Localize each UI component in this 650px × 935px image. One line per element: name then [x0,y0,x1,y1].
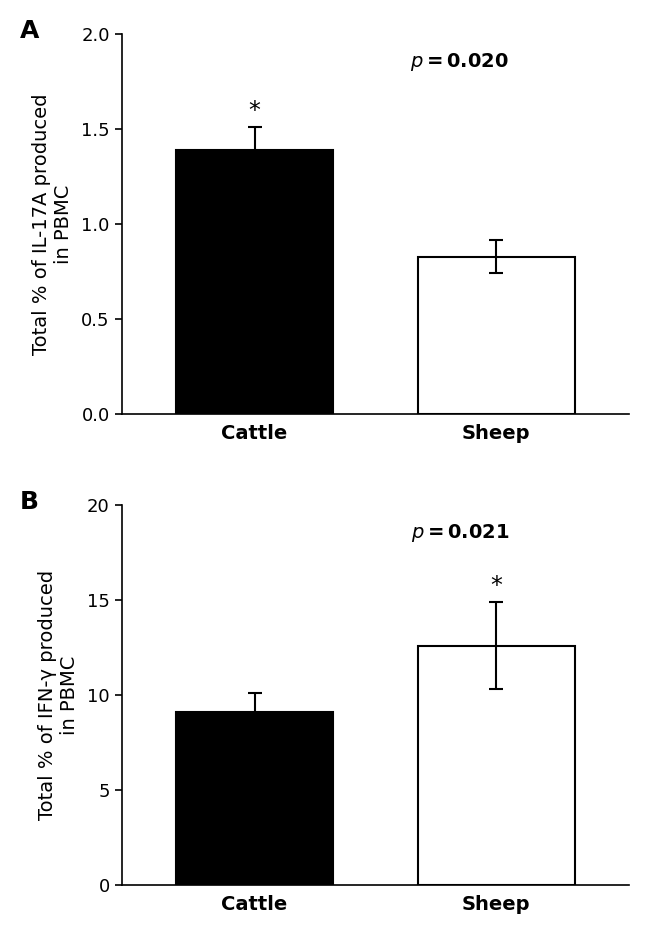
Bar [176,150,333,414]
Bar [176,712,333,885]
Text: $\mathit{p}$$\mathbf{=0.021}$: $\mathit{p}$$\mathbf{=0.021}$ [411,523,510,544]
Text: B: B [20,490,39,513]
Text: *: * [490,574,502,598]
Bar [418,256,575,414]
Text: *: * [248,99,261,123]
Text: $\mathit{p}$$\mathbf{=0.020}$: $\mathit{p}$$\mathbf{=0.020}$ [411,51,510,74]
Bar [418,646,575,885]
Text: A: A [20,19,40,43]
Y-axis label: Total % of IL-17A produced
in PBMC: Total % of IL-17A produced in PBMC [32,94,73,355]
Y-axis label: Total % of IFN-γ produced
in PBMC: Total % of IFN-γ produced in PBMC [38,570,79,820]
